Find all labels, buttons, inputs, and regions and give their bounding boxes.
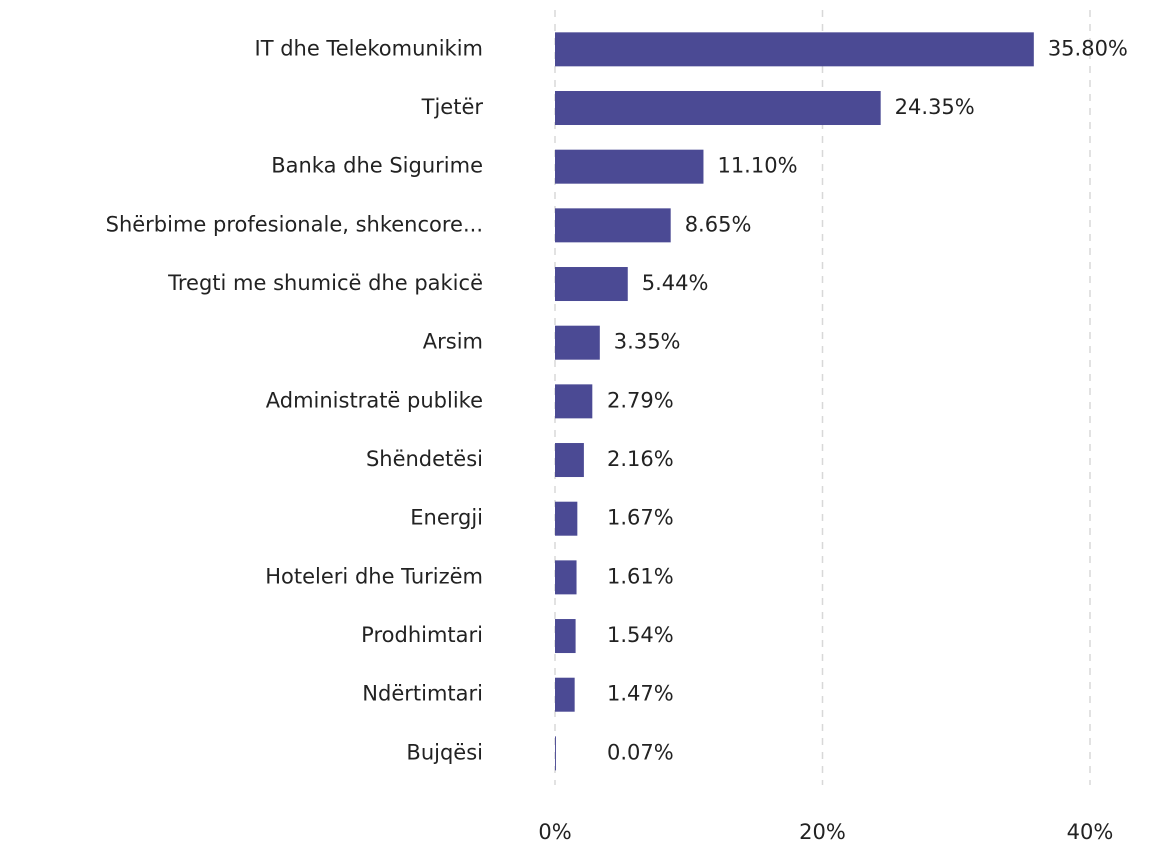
bar: [555, 325, 600, 360]
value-label: 1.47%: [607, 682, 674, 706]
x-tick-label: 20%: [799, 820, 846, 844]
bar: [555, 32, 1034, 67]
bar: [555, 736, 556, 771]
value-label: 11.10%: [717, 154, 797, 178]
value-label: 2.16%: [607, 447, 674, 471]
value-label: 1.54%: [607, 623, 674, 647]
y-tick-label: Bujqësi: [406, 740, 483, 764]
bar: [555, 677, 575, 712]
bar: [555, 443, 584, 478]
y-tick-label: Tregti me shumicë dhe pakicë: [167, 271, 483, 295]
y-tick-label: Banka dhe Sigurime: [271, 154, 483, 178]
bar: [555, 501, 578, 536]
value-label: 24.35%: [895, 95, 975, 119]
y-tick-label: Ndërtimtari: [362, 682, 483, 706]
y-tick-label: Arsim: [423, 330, 483, 354]
value-label: 5.44%: [642, 271, 709, 295]
y-tick-label: Shërbime profesionale, shkencore...: [106, 212, 483, 236]
value-label: 2.79%: [607, 388, 674, 412]
bar: [555, 149, 704, 184]
value-label: 3.35%: [614, 330, 681, 354]
value-label: 1.61%: [607, 564, 674, 588]
y-tick-label: IT dhe Telekomunikim: [255, 36, 484, 60]
bar: [555, 384, 593, 419]
y-tick-label: Shëndetësi: [366, 447, 483, 471]
bar: [555, 267, 628, 302]
y-tick-label: Hoteleri dhe Turizëm: [265, 564, 483, 588]
value-label: 35.80%: [1048, 36, 1128, 60]
bar: [555, 91, 881, 126]
x-tick-label: 40%: [1067, 820, 1114, 844]
bar: [555, 208, 671, 243]
y-tick-label: Energji: [410, 506, 483, 530]
bar: [555, 619, 576, 654]
x-tick-label: 0%: [538, 820, 571, 844]
value-label: 1.67%: [607, 506, 674, 530]
value-label: 8.65%: [685, 212, 752, 236]
bar: [555, 560, 577, 595]
y-tick-label: Prodhimtari: [361, 623, 483, 647]
y-tick-label: Tjetër: [421, 95, 484, 119]
value-label: 0.07%: [607, 740, 674, 764]
y-tick-label: Administratë publike: [266, 388, 483, 412]
